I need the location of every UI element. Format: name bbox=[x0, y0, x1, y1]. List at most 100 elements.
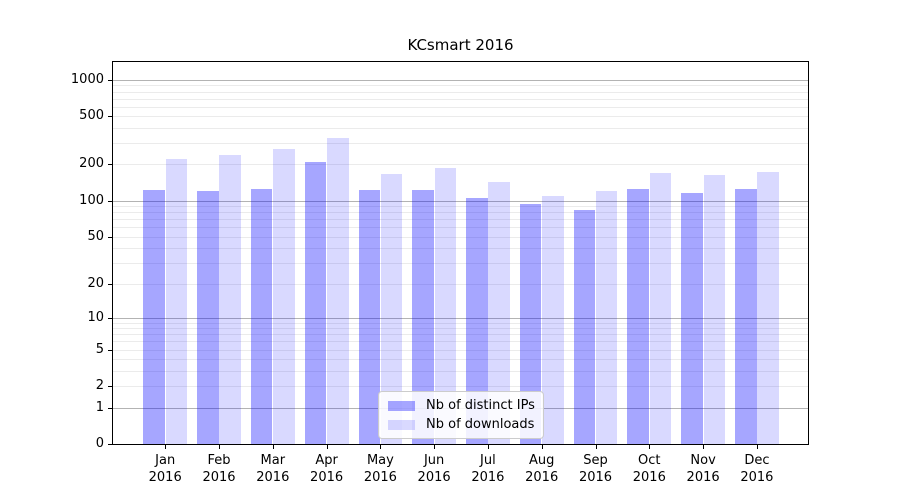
x-tick-mark-sep-2016 bbox=[595, 445, 597, 449]
bar-downloads-jun-2016 bbox=[434, 167, 456, 444]
x-tick-label-feb-2016: Feb 2016 bbox=[202, 453, 236, 485]
y-tick-label-0: 0 bbox=[95, 436, 104, 451]
bar-downloads-may-2016 bbox=[380, 173, 403, 444]
y-tick-mark-50 bbox=[108, 236, 112, 238]
gridline-minor-500 bbox=[113, 116, 808, 118]
bar-distinct-ips-feb-2016 bbox=[197, 191, 219, 444]
y-tick-label-5: 5 bbox=[95, 341, 104, 357]
bar-downloads-feb-2016 bbox=[219, 155, 241, 444]
x-tick-label-aug-2016: Aug 2016 bbox=[525, 453, 559, 485]
y-tick-label-100: 100 bbox=[79, 192, 104, 208]
bar-downloads-apr-2016 bbox=[327, 138, 349, 444]
bar-downloads-dec-2016 bbox=[757, 172, 779, 444]
bar-distinct-ips-aug-2016 bbox=[519, 204, 542, 444]
x-tick-mark-apr-2016 bbox=[326, 445, 328, 449]
legend-item-downloads: Nb of downloads bbox=[388, 417, 534, 432]
bar-distinct-ips-mar-2016 bbox=[250, 188, 273, 444]
gridline-minor-600 bbox=[113, 106, 808, 108]
y-tick-mark-20 bbox=[108, 283, 112, 285]
bar-downloads-mar-2016 bbox=[273, 148, 295, 444]
x-tick-mark-may-2016 bbox=[380, 445, 382, 449]
x-tick-label-nov-2016: Nov 2016 bbox=[686, 453, 720, 485]
bar-distinct-ips-jan-2016 bbox=[143, 189, 165, 444]
y-tick-mark-200 bbox=[108, 164, 112, 166]
x-tick-mark-jul-2016 bbox=[487, 445, 489, 449]
x-tick-mark-feb-2016 bbox=[219, 445, 220, 449]
gridline-minor-50 bbox=[113, 236, 808, 238]
y-tick-label-500: 500 bbox=[79, 108, 104, 124]
bar-distinct-ips-jun-2016 bbox=[412, 189, 434, 444]
bar-downloads-jul-2016 bbox=[488, 182, 510, 444]
y-tick-mark-1 bbox=[108, 407, 112, 409]
x-tick-mark-jun-2016 bbox=[434, 445, 436, 449]
gridline-minor-200 bbox=[113, 164, 808, 166]
gridline-minor-800 bbox=[113, 91, 808, 93]
gridline-minor-6 bbox=[113, 341, 808, 343]
gridline-minor-900 bbox=[113, 85, 808, 87]
x-tick-label-apr-2016: Apr 2016 bbox=[310, 453, 344, 485]
gridline-major-1000 bbox=[113, 79, 808, 81]
x-tick-mark-oct-2016 bbox=[649, 445, 651, 449]
bar-downloads-aug-2016 bbox=[542, 195, 564, 444]
y-tick-mark-1000 bbox=[108, 79, 112, 81]
bar-distinct-ips-apr-2016 bbox=[304, 162, 327, 444]
gridline-minor-8 bbox=[113, 328, 808, 330]
y-tick-mark-5 bbox=[108, 349, 112, 351]
gridline-major-10 bbox=[113, 317, 808, 319]
x-tick-label-oct-2016: Oct 2016 bbox=[632, 453, 666, 485]
gridline-minor-300 bbox=[113, 143, 808, 145]
x-tick-label-mar-2016: Mar 2016 bbox=[256, 453, 290, 485]
y-tick-label-10: 10 bbox=[87, 309, 104, 325]
x-tick-mark-nov-2016 bbox=[703, 445, 705, 449]
bar-downloads-oct-2016 bbox=[649, 173, 672, 444]
gridline-minor-9 bbox=[113, 322, 808, 324]
gridline-minor-700 bbox=[113, 98, 808, 100]
bar-distinct-ips-may-2016 bbox=[358, 190, 380, 444]
y-tick-label-200: 200 bbox=[79, 156, 104, 172]
gridline-minor-2 bbox=[113, 386, 808, 388]
x-tick-label-sep-2016: Sep 2016 bbox=[578, 453, 613, 485]
legend-swatch-downloads-icon bbox=[388, 419, 415, 430]
legend-label-downloads: Nb of downloads bbox=[426, 417, 535, 432]
x-tick-mark-mar-2016 bbox=[272, 445, 274, 449]
bar-downloads-nov-2016 bbox=[703, 175, 725, 444]
x-tick-mark-dec-2016 bbox=[756, 445, 758, 449]
gridline-minor-5 bbox=[113, 349, 808, 351]
gridline-minor-3 bbox=[113, 370, 808, 372]
gridline-minor-4 bbox=[113, 359, 808, 361]
x-tick-label-jul-2016: Jul 2016 bbox=[471, 453, 505, 485]
y-tick-label-20: 20 bbox=[87, 275, 104, 291]
y-tick-mark-0 bbox=[108, 444, 112, 445]
legend-item-distinct-ips: Nb of distinct IPs bbox=[388, 398, 535, 413]
gridline-minor-80 bbox=[113, 212, 808, 214]
x-tick-label-jan-2016: Jan 2016 bbox=[148, 453, 182, 485]
x-tick-mark-aug-2016 bbox=[541, 445, 543, 449]
y-tick-mark-100 bbox=[108, 200, 112, 202]
bar-distinct-ips-sep-2016 bbox=[573, 209, 596, 444]
gridline-minor-20 bbox=[113, 283, 808, 285]
bar-distinct-ips-nov-2016 bbox=[681, 193, 703, 444]
y-tick-label-1000: 1000 bbox=[70, 71, 104, 87]
gridline-minor-40 bbox=[113, 248, 808, 250]
y-tick-label-2: 2 bbox=[95, 378, 104, 394]
bar-distinct-ips-jul-2016 bbox=[466, 198, 488, 444]
plot-area: Nb of distinct IPs Nb of downloads bbox=[112, 61, 809, 445]
x-tick-label-jun-2016: Jun 2016 bbox=[417, 453, 451, 485]
gridline-minor-70 bbox=[113, 219, 808, 221]
gridline-minor-7 bbox=[113, 334, 808, 336]
gridline-minor-60 bbox=[113, 227, 808, 229]
gridline-minor-30 bbox=[113, 262, 808, 264]
bar-distinct-ips-oct-2016 bbox=[627, 189, 649, 444]
gridline-minor-90 bbox=[113, 206, 808, 208]
legend-label-distinct-ips: Nb of distinct IPs bbox=[426, 398, 535, 413]
bar-downloads-jan-2016 bbox=[165, 158, 188, 444]
bar-downloads-sep-2016 bbox=[595, 191, 618, 444]
y-tick-label-50: 50 bbox=[87, 228, 104, 244]
bar-distinct-ips-dec-2016 bbox=[735, 188, 757, 444]
chart-title: KCsmart 2016 bbox=[407, 36, 514, 54]
y-tick-mark-10 bbox=[108, 317, 112, 319]
legend-swatch-distinct-ips-icon bbox=[388, 400, 415, 411]
gridline-major-100 bbox=[113, 200, 808, 202]
gridline-minor-400 bbox=[113, 128, 808, 129]
y-tick-mark-500 bbox=[108, 116, 112, 118]
